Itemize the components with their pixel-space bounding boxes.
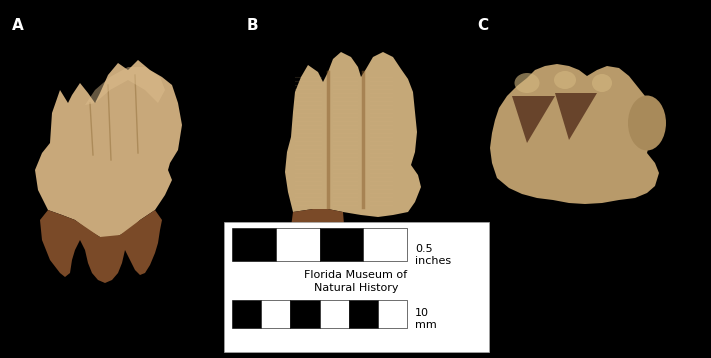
Text: C: C [477,18,488,33]
Bar [319,228,363,261]
Polygon shape [35,60,182,240]
Polygon shape [490,64,659,204]
Ellipse shape [515,73,540,93]
Text: A: A [12,18,23,33]
Polygon shape [285,209,351,299]
Polygon shape [555,93,597,140]
Bar [378,300,407,328]
Polygon shape [512,96,555,143]
Bar [276,228,319,261]
Ellipse shape [628,96,666,150]
Bar [224,222,489,352]
Text: B: B [247,18,259,33]
Polygon shape [285,52,421,217]
Bar [363,228,407,261]
Text: Florida Museum of
Natural History: Florida Museum of Natural History [304,270,407,293]
Bar [232,228,276,261]
Text: 10
mm: 10 mm [415,308,437,330]
Bar [290,300,319,328]
Polygon shape [40,210,162,283]
Bar [232,300,261,328]
Bar [261,300,290,328]
Ellipse shape [554,71,576,89]
Polygon shape [85,67,165,105]
Bar [348,300,378,328]
Ellipse shape [592,74,612,92]
Text: 0.5
inches: 0.5 inches [415,244,451,266]
Bar [319,300,348,328]
